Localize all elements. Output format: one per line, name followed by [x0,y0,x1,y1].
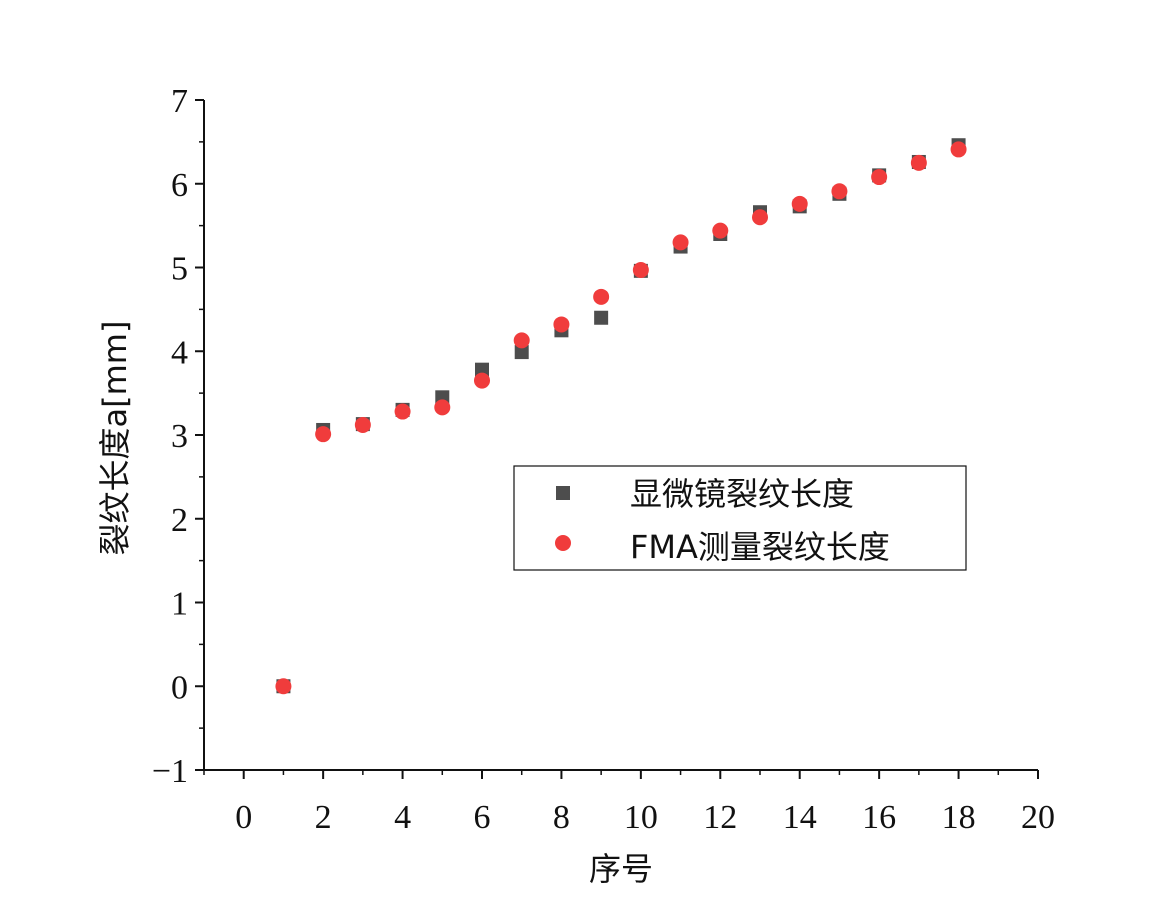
x-tick-label: 8 [553,799,570,836]
fma-point [712,222,729,239]
fma-point [553,316,570,333]
x-tick-label: 4 [394,799,411,836]
y-ticks: −1 0 1 2 3 4 5 6 7 [152,83,204,790]
x-tick-label: 16 [862,799,896,836]
x-tick-label: 20 [1021,799,1055,836]
x-tick-label: 10 [624,799,658,836]
fma-point [275,678,292,695]
legend: 显微镜裂纹长度 FMA测量裂纹长度 [513,465,967,571]
x-tick-label: 2 [315,799,332,836]
y-tick-label: 0 [171,669,188,706]
legend-marker-fma [555,535,571,551]
microscope-point [594,310,609,325]
legend-label-microscope: 显微镜裂纹长度 [630,475,854,513]
microscope-point [514,345,529,360]
y-tick-label: 6 [171,167,188,204]
fma-point [354,416,371,433]
data-marks [275,138,967,695]
fma-point [394,403,411,420]
x-tick-label: 0 [235,799,252,836]
legend-label-fma: FMA测量裂纹长度 [630,528,890,566]
x-ticks: 0 2 4 6 8 10 12 14 16 18 20 [203,770,1055,836]
fma-point [672,234,689,251]
y-tick-label: 4 [171,334,188,371]
fma-point [950,141,967,158]
x-tick-label: 18 [942,799,976,836]
y-tick-label: 1 [171,586,188,623]
fma-point [752,209,768,226]
x-tick-label: 12 [703,799,737,836]
fma-point [593,288,610,305]
y-axis-title: 裂纹长度a[mm] [96,321,134,556]
legend-box [513,465,967,571]
fma-point [315,426,332,443]
y-tick-label: 3 [171,418,188,455]
fma-point [632,262,649,279]
y-tick-label: 2 [171,502,188,539]
microscope-point [475,362,489,377]
legend-marker-microscope [556,486,570,500]
x-tick-label: 6 [474,799,491,836]
fma-point [831,183,848,200]
y-tick-label: −1 [152,753,188,790]
y-tick-label: 7 [171,83,188,120]
fma-point [513,332,530,349]
fma-point [910,154,927,171]
y-tick-label: 5 [171,251,188,288]
fma-point [791,195,808,212]
x-tick-label: 14 [783,799,817,836]
fma-point [474,372,490,389]
fma-point [434,399,451,416]
fma-point [871,169,888,186]
x-axis-title: 序号 [589,850,653,888]
